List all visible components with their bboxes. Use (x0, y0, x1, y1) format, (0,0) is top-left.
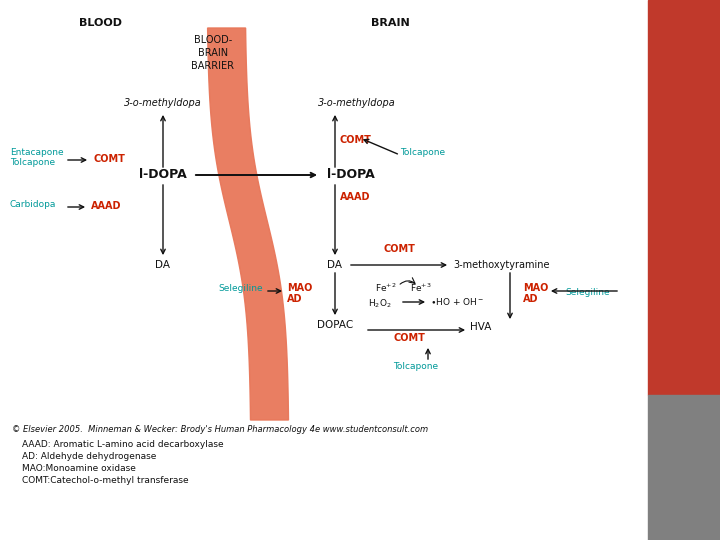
Text: COMT: COMT (93, 154, 125, 164)
Text: AD: AD (287, 294, 302, 304)
Text: Carbidopa: Carbidopa (10, 200, 56, 209)
Text: HVA: HVA (470, 322, 491, 332)
Text: 3-o-methyldopa: 3-o-methyldopa (124, 98, 202, 108)
Text: DA: DA (327, 260, 342, 270)
Text: Tolcapone: Tolcapone (400, 148, 445, 157)
Text: Selegiline: Selegiline (565, 288, 610, 297)
Text: Entacapone: Entacapone (10, 148, 63, 157)
Text: DA: DA (156, 260, 171, 270)
Text: Fe$^{+3}$: Fe$^{+3}$ (410, 282, 431, 294)
Text: BLOOD: BLOOD (78, 18, 122, 28)
Text: COMT: COMT (340, 135, 372, 145)
Text: AD: AD (523, 294, 539, 304)
Text: © Elsevier 2005.  Minneman & Wecker: Brody's Human Pharmacology 4e www.studentco: © Elsevier 2005. Minneman & Wecker: Brod… (12, 425, 428, 434)
Text: DOPAC: DOPAC (317, 320, 354, 330)
Text: MAO: MAO (523, 283, 549, 293)
Text: 3-methoxytyramine: 3-methoxytyramine (453, 260, 549, 270)
Text: l-DOPA: l-DOPA (327, 168, 374, 181)
Bar (648, 395, 720, 540)
Text: COMT: COMT (383, 244, 415, 254)
Bar (648, 0, 720, 395)
Text: MAO:Monoamine oxidase: MAO:Monoamine oxidase (22, 464, 136, 473)
Text: Tolcapone: Tolcapone (393, 362, 438, 371)
Text: Tolcapone: Tolcapone (10, 158, 55, 167)
Text: AAAD: AAAD (340, 192, 371, 202)
Text: BRAIN: BRAIN (371, 18, 410, 28)
Text: 3-o-methyldopa: 3-o-methyldopa (318, 98, 396, 108)
Text: $\bullet$HO + OH$^-$: $\bullet$HO + OH$^-$ (430, 296, 485, 307)
Text: AD: Aldehyde dehydrogenase: AD: Aldehyde dehydrogenase (22, 452, 156, 461)
Text: l-DOPA: l-DOPA (139, 168, 187, 181)
Text: Fe$^{+2}$: Fe$^{+2}$ (375, 282, 397, 294)
Polygon shape (207, 28, 289, 420)
Text: COMT: COMT (393, 333, 425, 343)
Text: AAAD: AAAD (91, 201, 122, 211)
Text: COMT:Catechol-o-methyl transferase: COMT:Catechol-o-methyl transferase (22, 476, 189, 485)
Text: AAAD: Aromatic L-amino acid decarboxylase: AAAD: Aromatic L-amino acid decarboxylas… (22, 440, 224, 449)
Text: H$_2$O$_2$: H$_2$O$_2$ (368, 297, 392, 309)
Text: MAO: MAO (287, 283, 312, 293)
Text: Selegiline: Selegiline (218, 284, 263, 293)
Text: BLOOD-
BRAIN
BARRIER: BLOOD- BRAIN BARRIER (192, 35, 235, 71)
